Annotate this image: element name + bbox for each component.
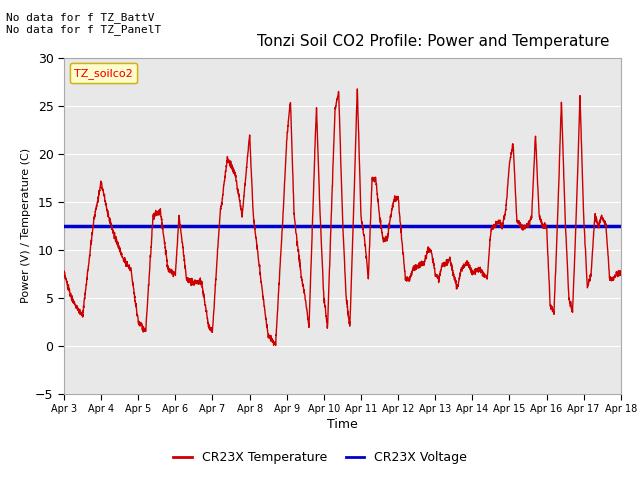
Legend: TZ_soilco2: TZ_soilco2: [70, 63, 137, 83]
Text: No data for f TZ_BattV
No data for f TZ_PanelT: No data for f TZ_BattV No data for f TZ_…: [6, 12, 162, 36]
Legend: CR23X Temperature, CR23X Voltage: CR23X Temperature, CR23X Voltage: [168, 446, 472, 469]
X-axis label: Time: Time: [327, 418, 358, 431]
Y-axis label: Power (V) / Temperature (C): Power (V) / Temperature (C): [21, 148, 31, 303]
Text: Tonzi Soil CO2 Profile: Power and Temperature: Tonzi Soil CO2 Profile: Power and Temper…: [257, 35, 610, 49]
